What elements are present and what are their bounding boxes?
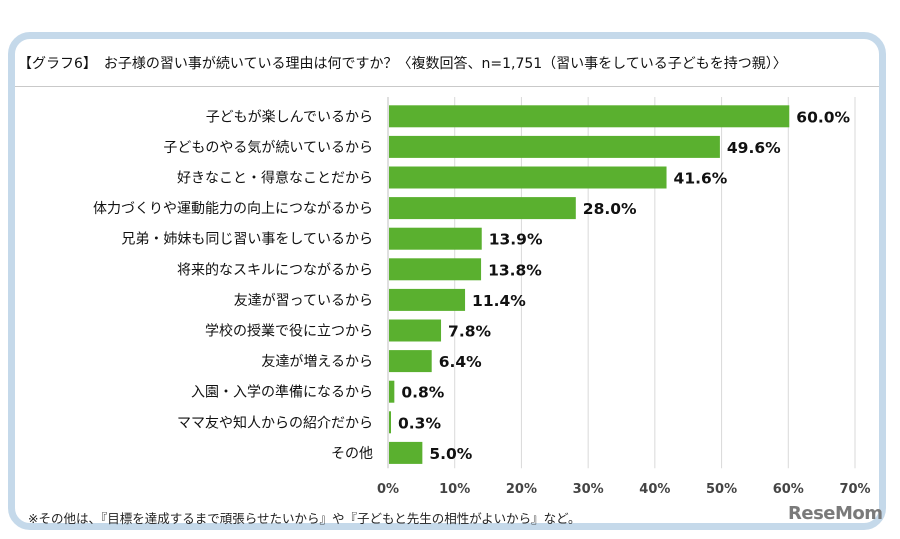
data-label: 60.0% xyxy=(796,108,850,126)
resemom-logo: ReseMom xyxy=(788,503,883,524)
category-label: 子どもが楽しんでいるから xyxy=(206,109,373,125)
category-label: 好きなこと・得意なことだから xyxy=(177,170,373,187)
category-label: 友達が増えるから xyxy=(261,354,373,370)
bar xyxy=(389,350,432,373)
x-tick-label: 20% xyxy=(506,482,537,497)
bar xyxy=(389,105,790,128)
x-tick-label: 0% xyxy=(377,482,399,497)
category-label: ママ友や知人からの紹介だから xyxy=(177,414,373,431)
x-tick-label: 70% xyxy=(839,482,870,497)
bar xyxy=(389,227,482,250)
x-tick-label: 60% xyxy=(773,482,804,497)
bar xyxy=(389,441,423,464)
x-tick-label: 50% xyxy=(706,482,737,497)
title-divider xyxy=(15,86,879,87)
data-label: 28.0% xyxy=(583,200,637,218)
data-label: 41.6% xyxy=(674,170,728,188)
data-label: 13.9% xyxy=(489,231,543,249)
bar xyxy=(389,411,392,434)
chart-title: 【グラフ6】 お子様の習い事が続いている理由は何ですか？〈複数回答、n=1,75… xyxy=(18,56,787,72)
bar xyxy=(389,288,466,311)
data-label: 0.8% xyxy=(401,384,444,402)
category-label: 入園・入学の準備になるから xyxy=(191,385,373,401)
category-label: 子どものやる気が続いているから xyxy=(163,139,373,156)
bar xyxy=(389,319,442,342)
bar xyxy=(389,166,667,189)
data-label: 49.6% xyxy=(727,139,781,157)
category-label: 友達が習っているから xyxy=(234,293,373,309)
bar xyxy=(389,197,576,220)
x-tick-label: 40% xyxy=(639,482,670,497)
data-label: 5.0% xyxy=(429,445,472,463)
x-tick-label: 10% xyxy=(439,482,470,497)
x-tick-label: 30% xyxy=(573,482,604,497)
bar xyxy=(389,258,482,281)
category-label: 学校の授業で役に立つから xyxy=(205,323,373,340)
footnote: ※その他は、『目標を達成するまで頑張らせたいから』や『子どもと先生の相性がよいか… xyxy=(28,511,581,526)
category-label: 兄弟・姉妹も同じ習い事をしているから xyxy=(121,232,373,248)
data-label: 11.4% xyxy=(472,292,526,310)
category-label: 将来的なスキルにつながるから xyxy=(177,262,373,278)
bar xyxy=(389,135,720,158)
bar xyxy=(389,380,395,403)
data-label: 7.8% xyxy=(448,323,491,341)
data-label: 0.3% xyxy=(398,414,441,432)
data-label: 13.8% xyxy=(488,261,542,279)
category-label: その他 xyxy=(331,446,373,462)
category-label: 体力づくりや運動能力の向上につながるから xyxy=(93,201,373,217)
data-label: 6.4% xyxy=(439,353,482,371)
